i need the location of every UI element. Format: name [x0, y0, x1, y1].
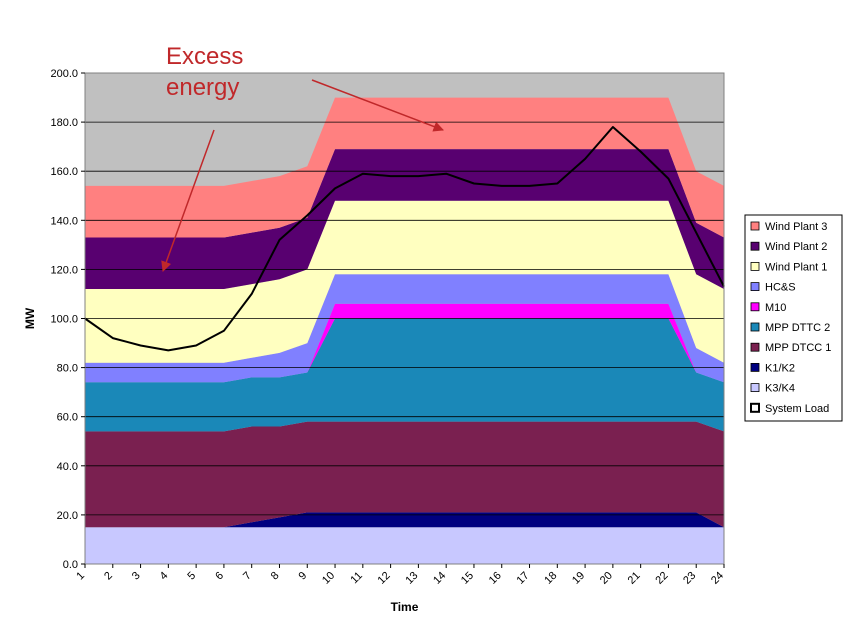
- y-tick-label: 20.0: [57, 510, 78, 522]
- legend-item-m10: M10: [750, 302, 786, 314]
- annotation-text-line: energy: [166, 74, 239, 101]
- legend-item-wind-plant-3: Wind Plant 3: [750, 221, 827, 233]
- x-tick-label: 14: [431, 570, 448, 587]
- y-tick-label: 60.0: [57, 412, 78, 424]
- legend-item-k3-k4: K3/K4: [750, 383, 795, 395]
- x-tick-label: 7: [241, 570, 254, 583]
- annotation-arrow: [161, 129, 215, 272]
- y-axis-label: MW: [23, 307, 37, 329]
- x-axis-ticks: 1 2 3 4 5 6 7 8 9 10 11 12 13 14 15 16 17 18 19 20 21 22 23 24: [74, 564, 726, 587]
- y-tick-label: 160.0: [50, 166, 78, 178]
- y-tick-label: 180.0: [50, 117, 78, 129]
- legend-label: System Load: [765, 403, 829, 415]
- annotation-text-line: Excess: [166, 43, 243, 70]
- x-tick-label: 13: [403, 570, 420, 587]
- legend-label: Wind Plant 3: [765, 221, 827, 233]
- legend-item-mpp-dttc-2: MPP DTTC 2: [750, 322, 830, 334]
- x-tick-label: 10: [320, 570, 337, 587]
- area-mpp-dtcc-1: [85, 421, 724, 528]
- legend-swatch: [750, 302, 760, 312]
- x-tick-label: 23: [681, 570, 698, 587]
- area-k3-k4: [85, 527, 724, 564]
- x-tick-label: 15: [459, 570, 476, 587]
- x-tick-label: 12: [376, 570, 393, 587]
- legend-swatch: [750, 362, 760, 372]
- y-tick-label: 120.0: [50, 264, 78, 276]
- legend-label: M10: [765, 302, 786, 314]
- legend-item-system-load: System Load: [750, 402, 829, 415]
- x-tick-label: 11: [348, 570, 365, 587]
- legend-swatch: [750, 261, 760, 271]
- y-tick-label: 200.0: [50, 68, 78, 80]
- area-m10: [85, 303, 724, 383]
- legend-label: HC&S: [765, 282, 796, 294]
- x-tick-label: 6: [213, 570, 226, 583]
- x-tick-label: 16: [487, 570, 504, 587]
- load-lines: [84, 126, 725, 352]
- legend-label: K1/K2: [765, 362, 795, 374]
- x-tick-label: 21: [626, 570, 643, 587]
- legend-swatch: [750, 241, 760, 251]
- legend-swatch: [750, 342, 760, 352]
- x-axis-label: Time: [391, 600, 419, 614]
- legend-label: Wind Plant 2: [765, 241, 827, 253]
- legend-swatch: [750, 402, 760, 413]
- x-tick-label: 1: [74, 570, 87, 583]
- x-tick-label: 19: [570, 570, 587, 587]
- x-tick-label: 5: [185, 570, 198, 583]
- legend-item-wind-plant-1: Wind Plant 1: [750, 261, 827, 273]
- x-tick-label: 2: [102, 570, 115, 583]
- y-tick-label: 100.0: [50, 314, 78, 326]
- legend-label: Wind Plant 1: [765, 261, 827, 273]
- x-tick-label: 18: [542, 570, 559, 587]
- legend-item-mpp-dtcc-1: MPP DTCC 1: [750, 342, 831, 354]
- legend-swatch: [750, 383, 760, 393]
- legend-label: MPP DTCC 1: [765, 342, 831, 354]
- y-tick-label: 140.0: [50, 215, 78, 227]
- excess-energy-annotation: Excess energy: [161, 43, 444, 272]
- x-tick-label: 8: [269, 570, 282, 583]
- legend-swatch: [750, 282, 760, 292]
- area-wind-plant-2: [85, 149, 724, 289]
- area-mpp-dttc-2: [85, 318, 724, 432]
- x-tick-label: 24: [709, 570, 726, 587]
- x-tick-label: 20: [598, 570, 615, 587]
- legend-item-wind-plant-2: Wind Plant 2: [750, 241, 827, 253]
- legend-item-hc-s: HC&S: [750, 282, 796, 294]
- y-tick-label: 40.0: [57, 461, 78, 473]
- legend-label: K3/K4: [765, 383, 795, 395]
- x-tick-label: 4: [158, 570, 171, 583]
- stacked-areas: [85, 97, 724, 564]
- annotation-arrow: [311, 79, 444, 132]
- line-system-load: [84, 126, 725, 352]
- legend-item-k1-k2: K1/K2: [750, 362, 795, 374]
- x-tick-label: 3: [130, 570, 143, 583]
- legend-label: MPP DTTC 2: [765, 322, 830, 334]
- area-wind-plant-1: [85, 200, 724, 363]
- y-tick-label: 0.0: [63, 559, 78, 571]
- legend-box: [744, 214, 843, 422]
- x-tick-label: 17: [514, 570, 531, 587]
- area-wind-plant-3: [85, 97, 724, 238]
- area-hc-s: [85, 274, 724, 383]
- legend: Wind Plant 3 Wind Plant 2 Wind Plant 1 HC&S…: [744, 214, 843, 422]
- y-tick-label: 80.0: [57, 363, 78, 375]
- x-tick-label: 9: [297, 570, 310, 583]
- legend-swatch: [750, 322, 760, 332]
- legend-swatch: [750, 221, 760, 231]
- x-tick-label: 22: [653, 570, 670, 587]
- area-k1-k2: [85, 512, 724, 528]
- y-axis-ticks: 0.0 20.0 40.0 60.0 80.0 100.0 120.0 140.0 160.0 1…: [50, 68, 85, 571]
